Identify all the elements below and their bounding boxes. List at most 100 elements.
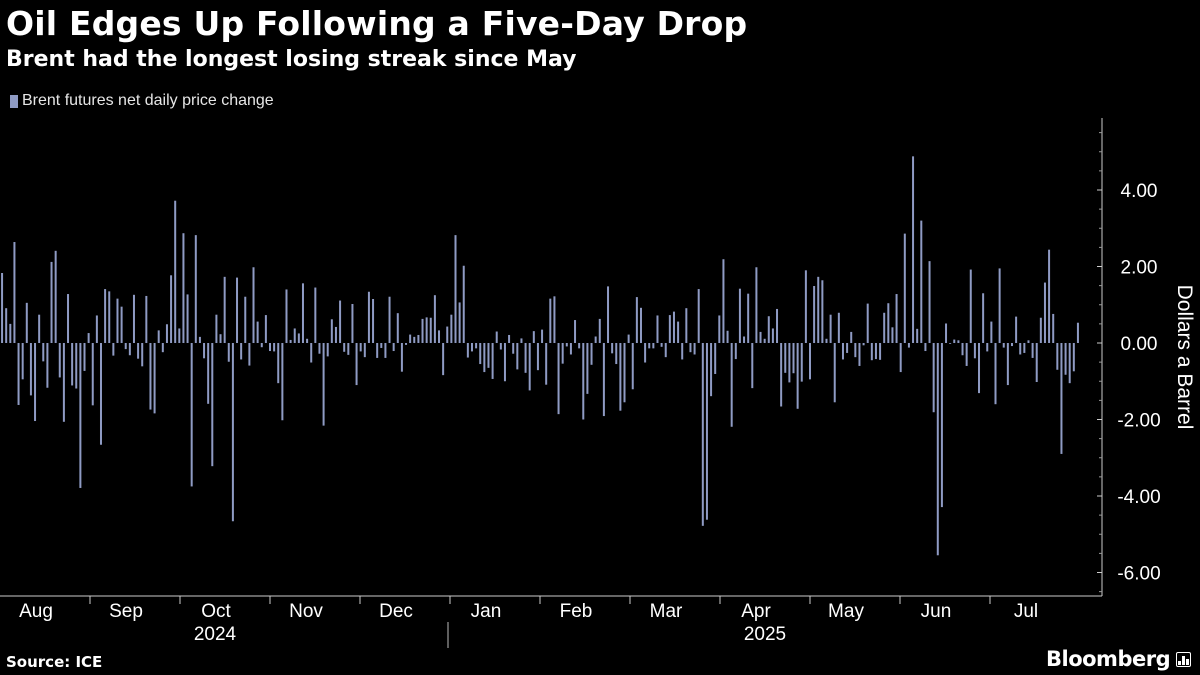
bar (1031, 343, 1034, 358)
bar (450, 314, 453, 343)
bar (586, 343, 589, 394)
bar (767, 316, 770, 343)
bar (928, 261, 931, 343)
bar (895, 294, 898, 343)
bar (120, 306, 123, 343)
bar (203, 343, 206, 359)
bar (58, 343, 61, 378)
bar (9, 323, 12, 344)
bar (46, 343, 49, 388)
bar (936, 343, 939, 556)
bar (1068, 343, 1071, 384)
bar (627, 334, 630, 343)
bloomberg-chart-icon (1176, 651, 1192, 667)
bar (532, 331, 535, 343)
bar (841, 343, 844, 360)
bar (289, 339, 292, 343)
bar (215, 314, 218, 343)
bar (277, 343, 280, 384)
bar (1006, 343, 1009, 386)
bar (986, 343, 989, 352)
bar (656, 315, 659, 343)
bar (639, 307, 642, 343)
bar (969, 269, 972, 343)
bar (1072, 343, 1075, 372)
bar (870, 343, 873, 361)
bar (804, 270, 807, 343)
bar (858, 343, 861, 366)
bar (553, 296, 556, 343)
x-tick-label: Feb (560, 601, 593, 622)
x-tick-label: Sep (109, 601, 143, 622)
bar (367, 291, 370, 343)
bar (755, 267, 758, 343)
bar (965, 343, 968, 366)
bar (95, 315, 98, 343)
bar (1076, 322, 1079, 343)
bar (25, 302, 28, 343)
bar (454, 235, 457, 343)
bar (796, 343, 799, 409)
bar (957, 340, 960, 343)
bar (945, 323, 948, 343)
bar (487, 343, 490, 368)
bar (409, 334, 412, 343)
bar (211, 343, 214, 467)
x-tick-label: Jun (921, 601, 952, 622)
bar (1019, 343, 1022, 355)
bar (137, 343, 140, 359)
bar (846, 343, 849, 353)
bar (1015, 316, 1018, 343)
bar (260, 343, 263, 348)
bar (174, 200, 177, 343)
bar (722, 259, 725, 343)
bar (334, 326, 337, 343)
bar (50, 261, 53, 343)
y-axis: 4.00 2.00 0.00 -2.00 -4.00 -6.00 (1097, 118, 1161, 596)
bar (306, 338, 309, 343)
bar (145, 295, 148, 343)
bar (491, 343, 494, 379)
bar (710, 343, 713, 397)
bar (297, 333, 300, 343)
bar (1052, 313, 1055, 343)
bar (17, 343, 20, 405)
bar (940, 343, 943, 508)
year-label: 2024 (194, 624, 237, 645)
x-tick-label: Jul (1014, 601, 1038, 622)
bar (99, 343, 102, 445)
bar (594, 336, 597, 343)
bar (1035, 343, 1038, 383)
bar (425, 317, 428, 343)
bar (483, 343, 486, 373)
x-tick-label: Nov (289, 601, 323, 622)
bar (157, 330, 160, 343)
bar (359, 343, 362, 352)
bar (108, 291, 111, 343)
bar (318, 343, 321, 354)
bar (376, 343, 379, 358)
bar (932, 343, 935, 413)
bar (623, 343, 626, 403)
bar (973, 343, 976, 359)
x-tick-label: May (828, 601, 864, 622)
bar (240, 343, 243, 360)
year-label: 2025 (744, 624, 786, 645)
bloomberg-logo: Bloomberg (1046, 647, 1192, 671)
bar (978, 343, 981, 394)
bar (730, 343, 733, 427)
bar (1048, 249, 1051, 343)
bar (269, 343, 271, 352)
bar (565, 343, 568, 347)
bar (446, 326, 449, 343)
bar (13, 242, 16, 343)
bar (903, 233, 906, 343)
bar (726, 330, 729, 343)
bar (681, 343, 684, 360)
bar (273, 343, 276, 352)
bar (248, 343, 251, 366)
bar (862, 343, 865, 346)
bar (87, 333, 90, 343)
bar (396, 313, 399, 343)
bar (751, 343, 754, 389)
